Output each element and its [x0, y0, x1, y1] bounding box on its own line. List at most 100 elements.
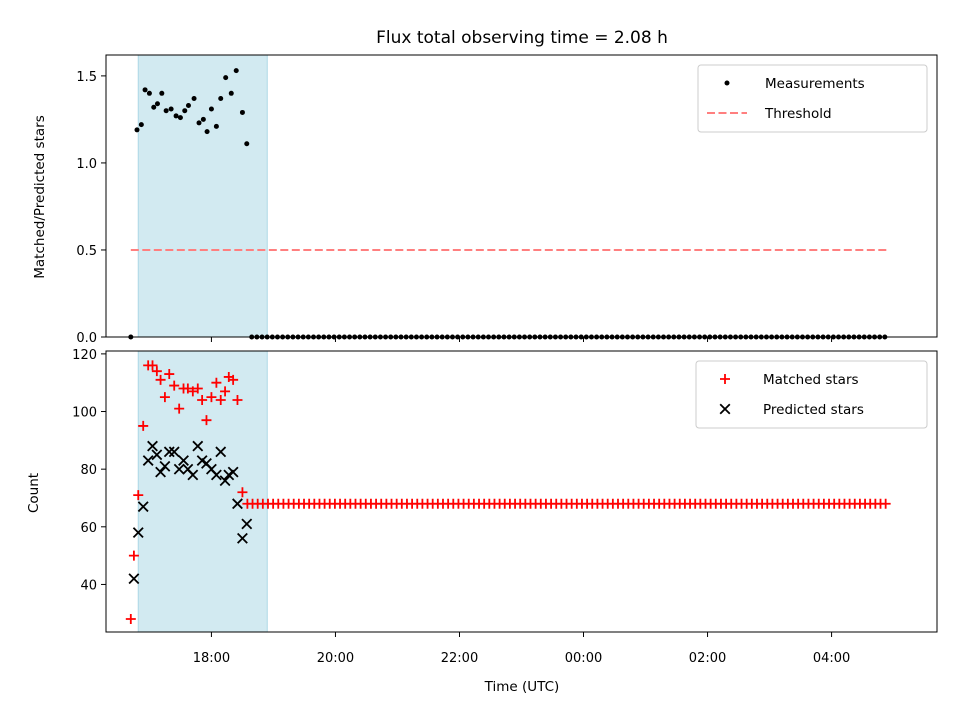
measurement-point [163, 108, 169, 114]
top-panel: 0.0 0.5 1.0 1.5 Measurements Threshold [76, 54, 938, 346]
matched-star-point [128, 550, 139, 561]
measurement-point [233, 68, 239, 74]
matched-star-point [192, 383, 203, 394]
predicted-star-point [128, 573, 140, 585]
measurement-point [185, 102, 191, 108]
measurement-point [239, 109, 245, 115]
measurement-point [204, 129, 210, 135]
predicted-star-point [137, 501, 149, 513]
matched-star-point [155, 374, 166, 385]
measurement-point [142, 87, 148, 93]
predicted-star-point [227, 466, 239, 478]
measurement-point [191, 96, 197, 102]
predicted-star-point [219, 475, 231, 487]
y-tick-label: 0.5 [76, 244, 97, 259]
predicted-star-point [236, 532, 248, 544]
measurement-point [208, 106, 214, 112]
predicted-star-point [210, 469, 222, 481]
y-tick-label: 120 [72, 348, 97, 363]
matched-star-point [159, 392, 170, 403]
legend-label: Predicted stars [763, 402, 864, 418]
legend-label: Threshold [764, 106, 832, 122]
x-axis-label: Time (UTC) [484, 679, 560, 695]
y-tick-label: 0.0 [76, 331, 97, 346]
x-axis: 18:00 20:00 22:00 00:00 02:00 04:00 [193, 651, 851, 666]
matched-star-point [151, 366, 162, 377]
matched-star-point [164, 369, 175, 380]
matched-star-point [197, 394, 208, 405]
predicted-star-point [192, 440, 204, 452]
top-y-axis-label: Matched/Predicted stars [32, 115, 48, 278]
measurement-point [146, 90, 152, 96]
x-tick-label: 00:00 [565, 651, 602, 666]
matched-star-point [228, 374, 239, 385]
matched-star-point [125, 614, 136, 625]
predicted-star-point [159, 460, 171, 472]
predicted-star-point [178, 455, 189, 466]
matched-star-point [147, 360, 158, 371]
legend-label: Matched stars [763, 372, 859, 388]
matched-star-point [138, 420, 149, 431]
predicted-star-point [142, 455, 154, 466]
x-tick-label: 22:00 [441, 651, 478, 666]
legend-box [695, 360, 928, 429]
measurement-point [151, 104, 157, 110]
bottom-y-axis-label: Count [26, 473, 42, 513]
predicted-star-point [232, 498, 243, 510]
measurement-point [724, 80, 730, 86]
legend-label: Measurements [765, 76, 865, 92]
matched-star-point [720, 374, 730, 384]
matched-star-point [220, 386, 231, 397]
predicted-star-point [155, 466, 167, 478]
matched-star-point [232, 394, 243, 405]
y-tick-label: 100 [72, 406, 97, 421]
matched-star-point [174, 403, 185, 414]
measurement-point [173, 113, 179, 119]
predicted-star-point [215, 446, 227, 458]
measurement-point [168, 106, 174, 112]
y-tick-label: 1.5 [76, 70, 97, 85]
measurement-point [159, 90, 165, 96]
observing-interval-shade [137, 350, 268, 633]
predicted-star-point [147, 440, 158, 452]
predicted-star-point [132, 527, 144, 539]
y-tick-label: 40 [80, 578, 97, 593]
predicted-star-point [187, 469, 199, 481]
measurement-point [244, 141, 250, 147]
axes-frame [105, 350, 938, 633]
predicted-star-point [168, 446, 180, 458]
chart-title: Flux total observing time = 2.08 h [376, 28, 668, 48]
matched-star-point [206, 392, 217, 403]
measurement-point [182, 108, 188, 114]
x-tick-label: 04:00 [813, 651, 850, 666]
measurement-point [213, 123, 219, 129]
measurement-point [223, 75, 229, 81]
predicted-star-point [241, 518, 253, 530]
matched-star-point [880, 498, 891, 509]
x-tick-label: 02:00 [689, 651, 726, 666]
legend-box [697, 64, 928, 133]
matched-star-point [237, 487, 248, 498]
matched-star-point [169, 380, 180, 391]
matched-star-point [133, 490, 144, 501]
matched-star-point [215, 394, 226, 405]
predicted-star-point [151, 449, 163, 461]
y-tick-label: 60 [80, 521, 97, 536]
matched-star-point [211, 377, 222, 388]
observing-interval-shade [137, 54, 268, 338]
matched-star-point [201, 415, 212, 426]
measurement-point [138, 122, 144, 128]
y-tick-label: 80 [80, 463, 97, 478]
measurement-point [228, 90, 234, 96]
x-tick-label: 18:00 [193, 651, 230, 666]
bottom-panel: 40 60 80 100 120 Matched stars Predicted stars [72, 348, 938, 637]
measurement-point [196, 120, 202, 126]
measurement-point [154, 101, 160, 107]
measurement-point [200, 116, 206, 122]
predicted-star-point [173, 463, 185, 475]
measurement-point [134, 127, 140, 133]
y-tick-label: 1.0 [76, 157, 97, 172]
axes-frame [105, 54, 938, 338]
measurement-point [218, 96, 224, 102]
